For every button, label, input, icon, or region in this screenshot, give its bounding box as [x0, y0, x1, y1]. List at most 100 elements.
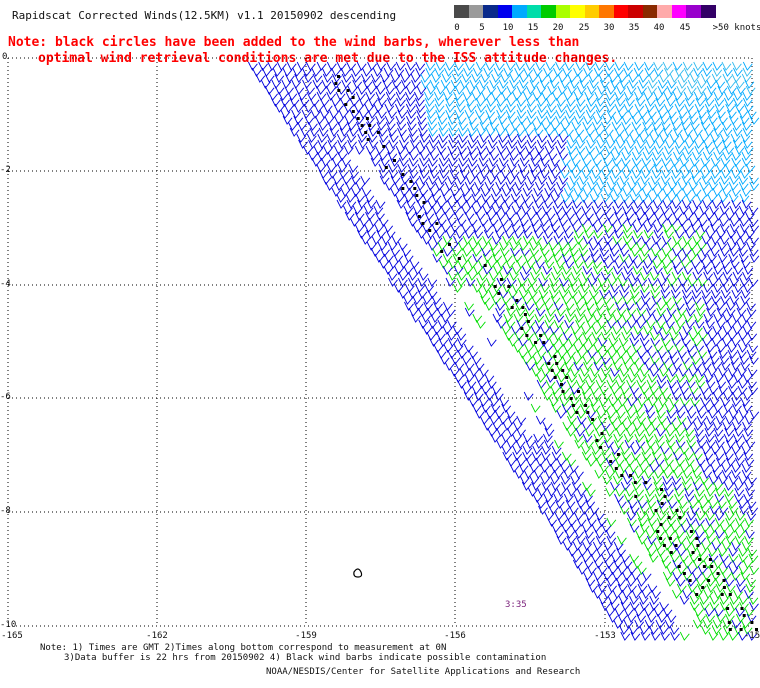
wind-barb — [476, 163, 487, 173]
wind-barb — [579, 403, 590, 413]
wind-barb — [403, 193, 414, 203]
wind-barb — [712, 187, 723, 197]
wind-barb — [518, 73, 529, 83]
contamination-marker — [351, 110, 355, 113]
contamination-marker — [337, 89, 341, 92]
wind-barb — [666, 85, 677, 95]
wind-barb — [683, 91, 694, 101]
wind-barb — [647, 193, 658, 203]
wind-barb — [647, 79, 658, 89]
wind-barb — [526, 103, 537, 113]
wind-barb — [387, 163, 398, 173]
wind-barb — [630, 631, 641, 641]
wind-barb — [710, 175, 721, 185]
wind-barb — [623, 361, 634, 371]
wind-barb — [383, 265, 394, 275]
wind-barb — [617, 415, 627, 425]
wind-barb — [543, 67, 553, 77]
wind-barb — [445, 109, 456, 119]
wind-barb — [629, 193, 640, 203]
wind-barb — [656, 535, 666, 545]
wind-barb — [464, 373, 475, 383]
wind-barb — [522, 229, 533, 239]
contamination-marker — [669, 551, 673, 554]
wind-barb — [377, 97, 387, 107]
wind-barb — [327, 139, 338, 149]
wind-barb — [540, 283, 551, 293]
wind-barb — [651, 589, 661, 599]
wind-barb — [500, 73, 511, 83]
wind-barb — [671, 589, 682, 599]
wind-barb — [283, 103, 294, 113]
wind-barb — [744, 229, 755, 239]
wind-barb — [617, 73, 628, 83]
wind-barb — [501, 295, 511, 305]
contamination-marker — [415, 194, 419, 197]
wind-barb — [321, 67, 332, 77]
wind-barb — [598, 73, 609, 83]
wind-barb — [731, 157, 742, 167]
wind-barb — [606, 109, 617, 119]
wind-barb — [729, 217, 740, 227]
wind-barb — [703, 493, 714, 503]
wind-barb — [431, 193, 442, 203]
wind-barb — [671, 421, 682, 431]
wind-barb — [567, 289, 578, 299]
wind-barb — [523, 469, 534, 479]
wind-barb — [415, 103, 426, 113]
wind-barb — [711, 625, 722, 635]
wind-barb — [491, 187, 502, 197]
wind-barb — [730, 133, 741, 143]
wind-barb — [638, 79, 649, 89]
wind-barb — [410, 73, 421, 83]
wind-barb — [688, 217, 699, 227]
wind-barb — [545, 61, 556, 71]
wind-barb — [660, 289, 671, 299]
wind-barb — [274, 85, 285, 95]
wind-barb — [560, 385, 571, 395]
wind-barb — [498, 415, 509, 425]
wind-barb — [291, 109, 301, 119]
wind-barb — [476, 139, 487, 149]
wind-barb — [687, 241, 698, 251]
wind-barb — [518, 241, 529, 251]
wind-barb — [723, 487, 734, 497]
wind-barb — [634, 427, 645, 437]
wind-barb — [535, 259, 545, 269]
wind-barb — [746, 319, 757, 329]
wind-barb — [624, 211, 635, 221]
wind-barb — [307, 151, 318, 161]
wind-barb — [526, 115, 537, 125]
wind-barb — [702, 139, 713, 149]
wind-barb — [532, 205, 542, 215]
wind-barb — [383, 223, 394, 233]
wind-barb — [589, 79, 599, 89]
wind-barb — [405, 199, 416, 209]
wind-barb — [745, 163, 756, 173]
attitude-note-line2: optimal wind retrieval conditions are me… — [38, 51, 618, 66]
wind-barb — [624, 457, 635, 467]
wind-barb — [739, 223, 750, 233]
wind-barb — [539, 157, 550, 167]
wind-barb — [685, 193, 696, 203]
wind-barb — [539, 337, 549, 347]
wind-barb — [582, 391, 592, 401]
wind-barb — [738, 247, 748, 257]
wind-barb — [655, 439, 665, 449]
wind-barb — [665, 373, 676, 383]
wind-barb — [497, 133, 508, 143]
wind-barb — [454, 85, 465, 95]
wind-barb — [630, 271, 641, 281]
wind-barb — [721, 469, 732, 479]
wind-barb — [550, 169, 561, 179]
contamination-marker — [674, 544, 678, 547]
wind-barb — [591, 421, 602, 431]
wind-barb — [367, 133, 378, 143]
wind-barb — [551, 523, 562, 533]
wind-barb — [539, 169, 550, 179]
wind-barb — [681, 283, 692, 293]
colorbar-label: 40 — [653, 23, 665, 33]
wind-barb — [737, 109, 748, 119]
wind-barb — [732, 91, 743, 101]
wind-barb — [579, 79, 590, 89]
